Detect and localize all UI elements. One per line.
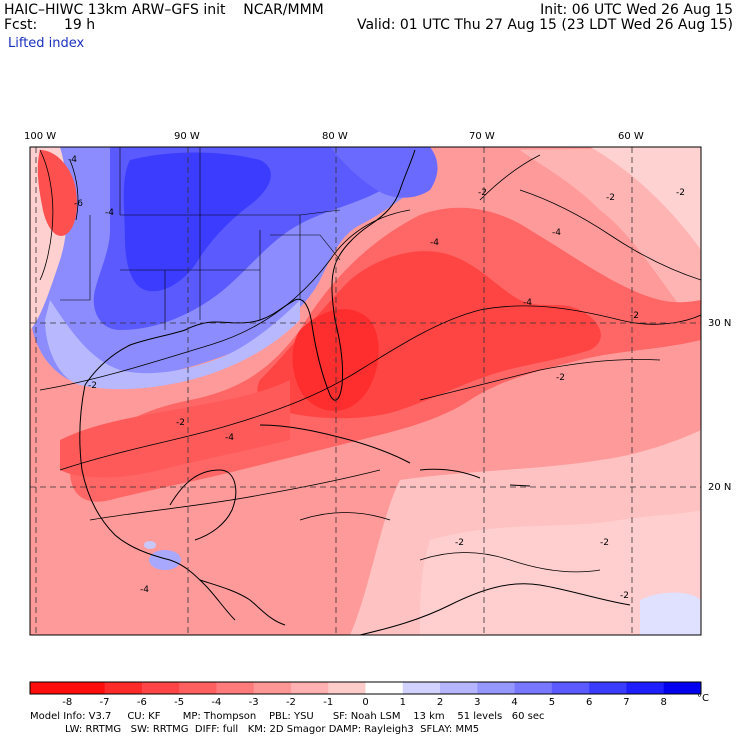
scale-tick-label: 0 <box>362 697 369 708</box>
color-scale-swatch <box>551 682 590 694</box>
scale-tick-label: -2 <box>285 697 296 708</box>
color-scale-swatch <box>253 682 292 694</box>
cuba <box>259 424 411 464</box>
lon-label-100w: 100 W <box>24 131 57 142</box>
state-borders <box>60 147 341 330</box>
contour-label: -2 <box>600 538 609 548</box>
scale-tick-label: 4 <box>511 697 518 708</box>
color-scale-swatch <box>365 682 404 694</box>
forecast-label: Fcst: <box>4 17 38 33</box>
scale-tick-label: 2 <box>436 697 444 708</box>
darkest-blue-core <box>123 152 271 292</box>
contour-label: -2 <box>606 193 615 203</box>
contour-label: -2 <box>455 538 464 548</box>
contour-label: -4 <box>430 238 439 248</box>
color-scale-swatch <box>477 682 516 694</box>
central-america-blue-speck-2 <box>144 541 156 549</box>
contour-label: -4 <box>552 228 561 238</box>
scale-tick-label: 8 <box>660 697 667 708</box>
scale-tick-label: 3 <box>474 697 481 708</box>
scale-tick-label: 6 <box>585 697 593 708</box>
init-time: Init: 06 UTC Wed 26 Aug 15 <box>540 2 733 18</box>
northeast-blue <box>330 147 438 198</box>
map-frame <box>29 146 702 636</box>
color-scale-swatch <box>104 682 143 694</box>
color-scale-swatch <box>67 682 106 694</box>
southeast-blue-tint <box>640 592 701 635</box>
far-northeast-light <box>590 147 701 250</box>
contour-label: -6 <box>74 199 83 209</box>
color-scale-swatch <box>328 682 366 694</box>
contours <box>39 149 701 573</box>
color-scale-swatch <box>290 682 329 694</box>
contour-label: -2 <box>88 381 97 391</box>
scale-tick-label: -4 <box>211 697 222 708</box>
model-title: HAIC–HIWC 13km ARW–GFS init NCAR/MMM <box>4 2 324 18</box>
contour-label: -4 <box>140 585 149 595</box>
lon-label-90w: 90 W <box>174 131 200 142</box>
central-america <box>199 579 286 626</box>
hispaniola <box>419 468 481 479</box>
southeast-pale <box>420 510 701 635</box>
contour-label: -4 <box>68 155 77 165</box>
forecast-hour: 19 h <box>64 17 96 33</box>
color-scale-swatch <box>216 682 255 694</box>
lat-label-30n: 30 N <box>708 318 732 329</box>
color-scale-swatch <box>30 682 68 694</box>
scale-tick-label: 1 <box>399 697 406 708</box>
contour-label: -4 <box>105 208 114 218</box>
coastlines <box>79 149 631 635</box>
mexico-coast <box>79 384 236 621</box>
central-america-blue-speck <box>149 550 181 570</box>
contour-label: -2 <box>630 311 639 321</box>
color-scale-swatch <box>663 682 702 694</box>
lat-lon-grid <box>30 147 701 635</box>
scale-unit: °C <box>697 693 709 704</box>
yucatan <box>169 469 237 541</box>
color-scale-swatch <box>402 682 441 694</box>
color-scale-swatch <box>141 682 180 694</box>
scale-tick-label: -5 <box>174 697 185 708</box>
color-scale-swatch <box>626 682 665 694</box>
lon-label-80w: 80 W <box>322 131 348 142</box>
contour-label: -4 <box>523 298 532 308</box>
us-gulf-coast <box>84 149 416 401</box>
contour-label: -2 <box>676 188 685 198</box>
scale-tick-label: -1 <box>323 697 334 708</box>
contour-label: -2 <box>620 591 629 601</box>
lon-label-60w: 60 W <box>618 131 644 142</box>
scale-tick-label: -8 <box>62 697 73 708</box>
color-scale-swatch <box>589 682 627 694</box>
color-scale-swatch <box>179 682 217 694</box>
valid-time: Valid: 01 UTC Thu 27 Aug 15 (23 LDT Wed … <box>356 17 733 33</box>
contour-label: -2 <box>478 188 487 198</box>
contour-label: -2 <box>176 418 185 428</box>
scale-tick-label: 7 <box>623 697 630 708</box>
color-scale-frame <box>29 681 702 695</box>
puerto-rico <box>509 484 531 487</box>
color-scale-swatch <box>440 682 478 694</box>
color-scale-bar <box>29 681 702 695</box>
scale-tick-label: -7 <box>99 697 110 708</box>
model-info-line1: Model Info: V3.7 CU: KF MP: Thompson PBL… <box>30 711 545 722</box>
color-scale-swatch <box>514 682 553 694</box>
scale-tick-label: -3 <box>248 697 259 708</box>
lat-label-20n: 20 N <box>708 482 732 493</box>
field-name: Lifted index <box>8 36 85 51</box>
blue-fringe <box>45 300 300 390</box>
south-america-coast <box>359 583 631 635</box>
contour-label: -2 <box>556 373 565 383</box>
contour-label: -4 <box>225 433 234 443</box>
model-info-line2: LW: RRTMG SW: RRTMG DIFF: full KM: 2D Sm… <box>30 724 480 735</box>
scale-tick-label: -6 <box>136 697 147 708</box>
lon-label-70w: 70 W <box>469 131 495 142</box>
scale-tick-label: 5 <box>548 697 556 708</box>
